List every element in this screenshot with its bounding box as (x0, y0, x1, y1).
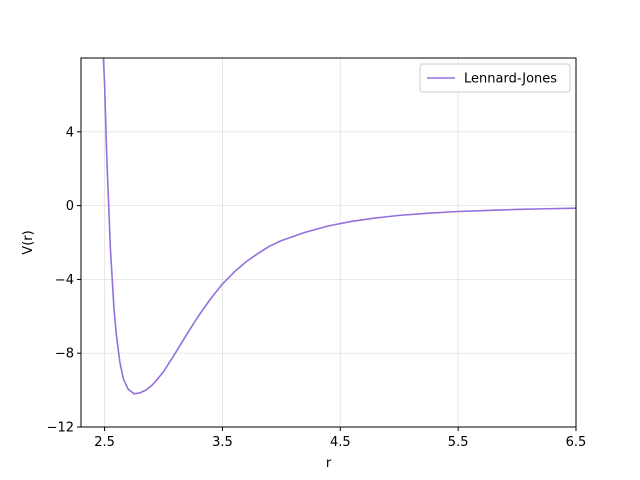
y-tick-label: 4 (66, 125, 74, 140)
legend-box (419, 63, 571, 93)
x-axis-label: r (326, 456, 332, 471)
x-tick-label: 3.5 (212, 435, 233, 450)
x-axis-ticks: 2.5 3.5 4.5 5.5 6.5 (94, 427, 586, 450)
plot-area (102, 58, 576, 395)
legend: Lennard-Jones (419, 63, 571, 93)
y-axis-ticks: −12 −8 −4 0 4 (47, 125, 81, 436)
x-tick-label: 5.5 (448, 435, 469, 450)
series-line-lennard-jones (102, 58, 576, 395)
y-tick-label: −8 (55, 347, 74, 362)
y-tick-label: −4 (55, 273, 74, 288)
x-tick-label: 6.5 (566, 435, 587, 450)
plot-frame (80, 57, 577, 428)
y-tick-label: −12 (47, 421, 74, 436)
x-tick-label: 2.5 (94, 435, 115, 450)
y-axis-label: V(r) (21, 230, 36, 254)
x-tick-label: 4.5 (330, 435, 351, 450)
y-tick-label: 0 (66, 199, 74, 214)
legend-entry-label: Lennard-Jones (464, 72, 557, 87)
